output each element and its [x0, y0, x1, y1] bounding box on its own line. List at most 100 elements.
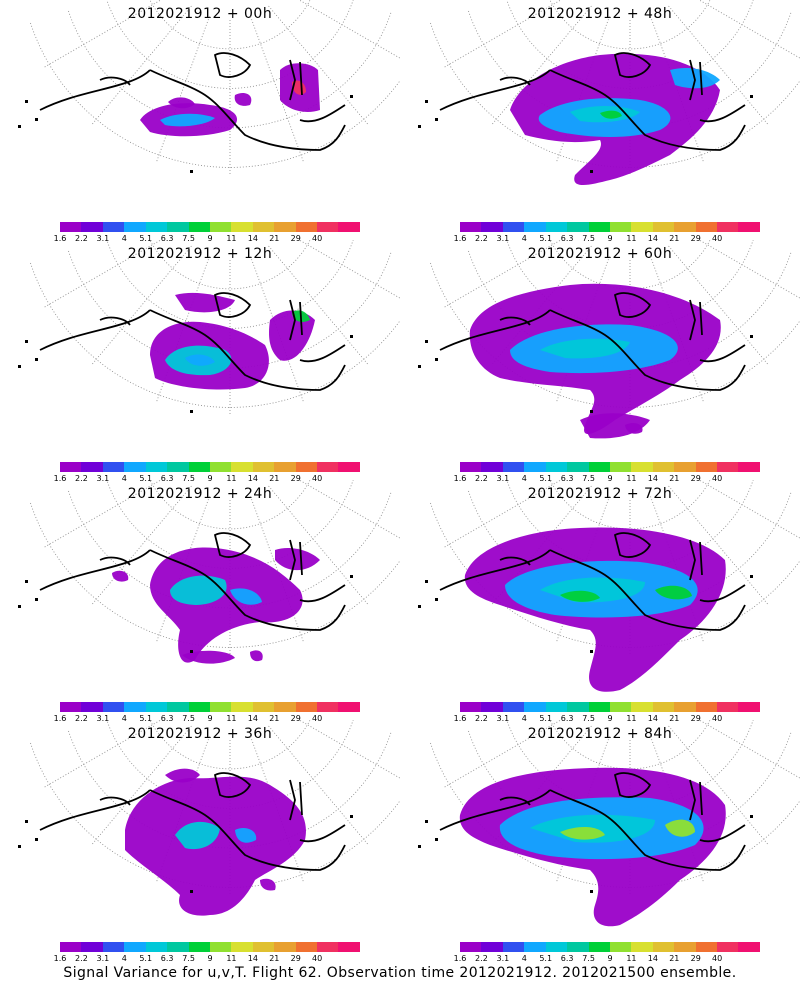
- colorbar-swatch: [695, 222, 718, 232]
- coastline: [289, 779, 303, 821]
- coastline: [613, 52, 652, 78]
- colorbar-tick-label: 9: [207, 714, 213, 723]
- meridian-gridline: [43, 480, 162, 548]
- island: [350, 815, 353, 818]
- coastline: [99, 76, 131, 86]
- island: [590, 650, 593, 653]
- colorbar-tick-label: 6.3: [160, 474, 174, 483]
- colorbar-tick-label: 14: [647, 474, 658, 483]
- coastline: [149, 69, 346, 151]
- colorbar-tick-label: 4: [121, 954, 127, 963]
- latitude-gridline: [68, 730, 392, 849]
- colorbar-tick-label: 11: [226, 714, 237, 723]
- figure-caption: Signal Variance for u,v,T. Flight 62. Ob…: [63, 965, 737, 981]
- coastline: [699, 344, 746, 363]
- colorbar-tick-label: 9: [607, 954, 613, 963]
- colorbar: [60, 462, 360, 472]
- coastline: [549, 789, 746, 871]
- coastline: [549, 69, 746, 151]
- colorbar-tick-label: 6.3: [160, 954, 174, 963]
- coastline: [549, 309, 746, 391]
- meridian-gridline: [443, 240, 562, 308]
- colorbar-tick-label: 1.6: [53, 234, 67, 243]
- panel-title: 2012021912 + 60h: [527, 246, 673, 262]
- meridian-gridline: [443, 0, 562, 68]
- meridian-gridline: [298, 0, 400, 59]
- colorbar-tick-label: 11: [626, 234, 637, 243]
- variance-contour: [260, 878, 276, 891]
- colorbar-tick-label: 5.1: [539, 234, 553, 243]
- island: [425, 580, 428, 583]
- coastline: [439, 789, 551, 831]
- variance-contour: [185, 354, 215, 366]
- colorbar-swatch: [252, 702, 275, 712]
- colorbar-swatch: [338, 462, 360, 472]
- island: [750, 575, 753, 578]
- meridian-gridline: [268, 485, 369, 605]
- map-panel: 2012021912 + 84h 1.6 2.2 3.1 4 5.1 6.3 7.5 9 11 14…: [400, 720, 800, 963]
- meridian-gridline: [250, 736, 304, 883]
- island: [750, 335, 753, 338]
- meridian-gridline: [156, 496, 210, 643]
- latitude-gridline: [549, 240, 711, 290]
- meridian-gridline: [43, 720, 162, 788]
- island: [425, 340, 428, 343]
- colorbar-tick-label: 29: [690, 234, 701, 243]
- colorbar-swatch: [567, 702, 589, 712]
- coastline: [299, 104, 346, 123]
- polar-map: [18, 0, 400, 175]
- island: [750, 95, 753, 98]
- colorbar-swatch: [652, 462, 675, 472]
- colorbar-tick-label: 21: [669, 234, 680, 243]
- island: [190, 890, 193, 893]
- colorbar-tick-label: 11: [226, 234, 237, 243]
- map-panel: 2012021912 + 48h 1.6 2.2 3.1 4 5.1 6.3 7.5 9 11 14…: [400, 0, 800, 243]
- variance-contour: [175, 292, 235, 313]
- colorbar-tick-label: 29: [290, 714, 301, 723]
- colorbar-tick-label: 3.1: [496, 954, 510, 963]
- meridian-gridline: [91, 245, 192, 365]
- colorbar-labels: 1.6 2.2 3.1 4 5.1 6.3 7.5 9 11 14 21 29 40: [54, 714, 360, 724]
- colorbar-swatch: [188, 702, 210, 712]
- island: [435, 838, 438, 841]
- colorbar-swatch: [652, 222, 675, 232]
- coastline: [39, 309, 151, 351]
- colorbar-swatch: [102, 702, 125, 712]
- latitude-gridline: [149, 480, 311, 530]
- colorbar-swatch: [188, 222, 210, 232]
- coastline: [39, 789, 151, 831]
- island: [418, 605, 421, 608]
- colorbar-tick-label: 1.6: [53, 714, 67, 723]
- coastline: [149, 789, 346, 871]
- coastline: [613, 532, 652, 558]
- colorbar-swatch: [545, 942, 568, 952]
- colorbar-labels: 1.6 2.2 3.1 4 5.1 6.3 7.5 9 11 14 21 29 40: [454, 954, 760, 964]
- colorbar-swatch: [81, 462, 103, 472]
- panel-title: 2012021912 + 24h: [127, 486, 273, 502]
- coastline: [699, 104, 746, 123]
- polar-map: [18, 480, 400, 664]
- island: [425, 820, 428, 823]
- colorbar-swatch: [252, 222, 275, 232]
- variance-contour: [275, 548, 320, 571]
- colorbar-swatch: [167, 222, 189, 232]
- polar-map: [418, 0, 800, 185]
- meridian-gridline: [43, 240, 162, 308]
- variance-contour: [655, 585, 692, 600]
- meridian-gridline: [668, 485, 769, 605]
- latitude-gridline: [149, 240, 311, 290]
- colorbar-swatch: [60, 222, 82, 232]
- map-panel: 2012021912 + 00h 1.6 2.2 3.1 4 5.1 6.3 7.5 9 11 14…: [0, 0, 400, 243]
- colorbar-swatch: [252, 462, 275, 472]
- colorbar: [460, 942, 760, 952]
- colorbar-swatch: [652, 702, 675, 712]
- polar-map: [418, 720, 800, 927]
- polar-map: [18, 720, 400, 916]
- colorbar-swatch: [481, 462, 503, 472]
- colorbar-swatch: [502, 462, 525, 472]
- latitude-gridline: [68, 250, 392, 369]
- colorbar-swatch: [567, 462, 589, 472]
- colorbar-swatch: [274, 702, 296, 712]
- variance-contour: [250, 650, 263, 662]
- island: [435, 598, 438, 601]
